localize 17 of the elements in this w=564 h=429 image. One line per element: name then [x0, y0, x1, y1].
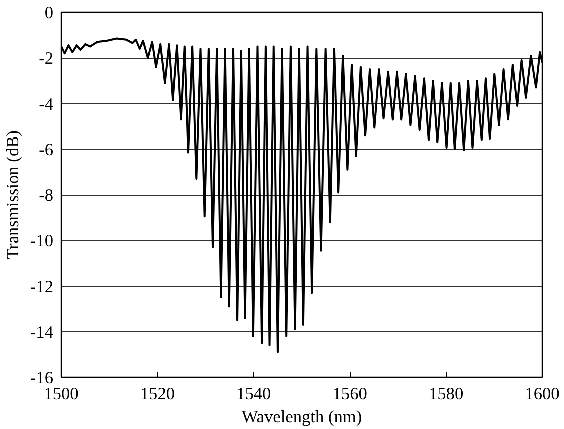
y-axis-title: Transmission (dB) [3, 130, 22, 260]
x-tick-label: 1520 [140, 384, 176, 404]
y-tick-label: -4 [39, 94, 54, 114]
y-tick-label: -12 [30, 277, 54, 296]
x-axis-title: Wavelength (nm) [242, 408, 362, 426]
y-tick-label: -10 [30, 232, 54, 251]
y-tick-label: -14 [30, 322, 54, 342]
x-tick-label: 1580 [428, 384, 464, 404]
x-tick-label: 1500 [44, 384, 79, 404]
y-tick-label: 0 [44, 4, 54, 22]
x-tick-label: 1600 [525, 384, 560, 404]
y-tick-label: -2 [39, 49, 54, 68]
y-tick-label: -16 [30, 368, 54, 388]
y-tick-label: -6 [39, 140, 54, 160]
x-tick-label: 1540 [236, 384, 272, 404]
x-tick-label: 1560 [332, 384, 368, 404]
y-tick-label: -8 [39, 186, 54, 205]
